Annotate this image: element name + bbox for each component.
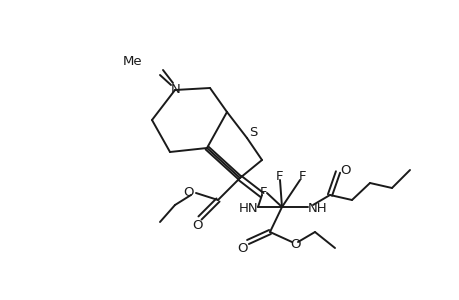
Text: NH: NH [308, 202, 327, 214]
Text: O: O [290, 238, 301, 251]
Text: S: S [248, 127, 257, 140]
Text: N: N [171, 82, 180, 95]
Text: F: F [299, 169, 306, 182]
Text: O: O [183, 185, 194, 199]
Text: O: O [192, 220, 203, 232]
Text: Me: Me [122, 55, 142, 68]
Text: O: O [340, 164, 351, 176]
Text: O: O [237, 242, 248, 256]
Text: F: F [276, 169, 283, 182]
Text: F: F [260, 187, 267, 200]
Text: HN: HN [238, 202, 257, 214]
